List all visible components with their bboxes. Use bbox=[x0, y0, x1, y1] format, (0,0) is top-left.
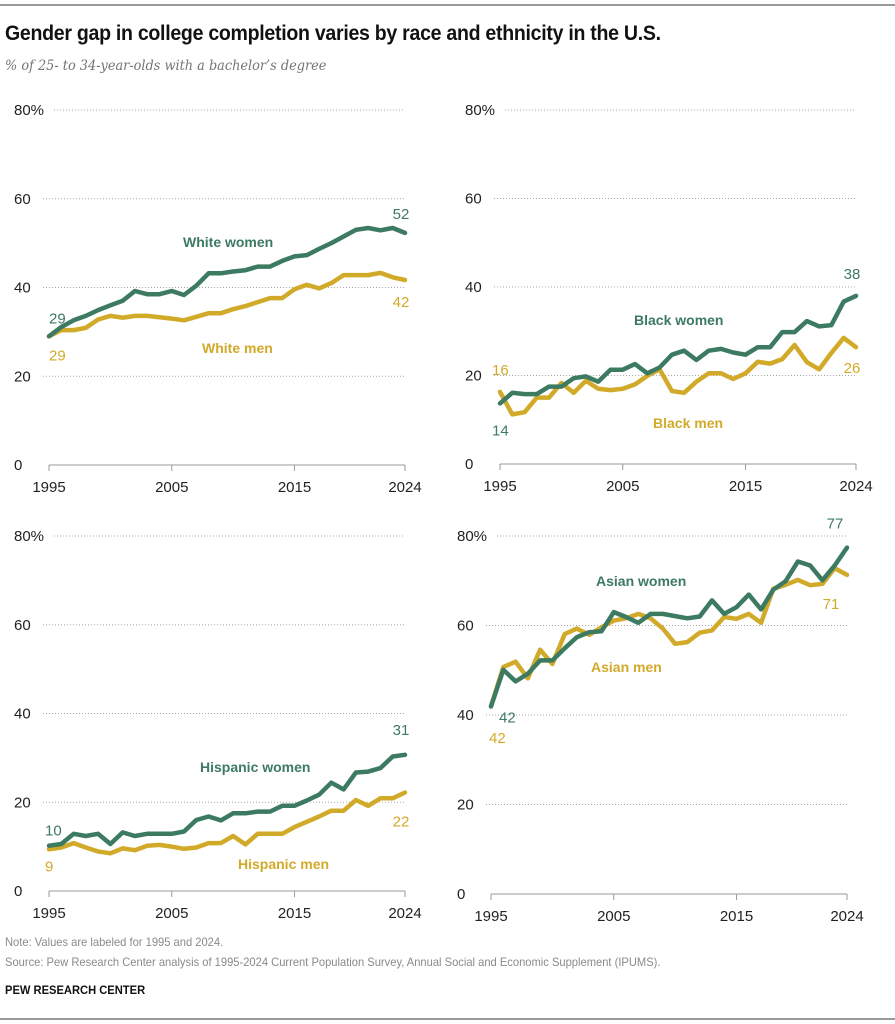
x-tick-label: 1995 bbox=[483, 478, 516, 495]
data-label-end: 52 bbox=[393, 206, 410, 223]
x-tick-label: 2024 bbox=[388, 479, 421, 496]
x-tick-label: 2005 bbox=[155, 479, 188, 496]
x-tick-label: 1995 bbox=[32, 905, 65, 922]
data-label-end: 77 bbox=[827, 516, 844, 533]
x-tick-label: 2005 bbox=[155, 905, 188, 922]
y-tick-label: 20 bbox=[14, 368, 31, 385]
data-label-start: 9 bbox=[45, 858, 53, 875]
x-tick-label: 2015 bbox=[720, 908, 753, 925]
y-tick-label: 80% bbox=[457, 528, 487, 545]
y-tick-label: 0 bbox=[457, 886, 465, 903]
x-tick-label: 2005 bbox=[606, 478, 639, 495]
y-tick-label: 60 bbox=[14, 617, 31, 634]
series-line-hispanic-women bbox=[46, 752, 408, 848]
data-label-start: 29 bbox=[49, 347, 66, 364]
data-label-start: 42 bbox=[489, 730, 506, 747]
chart-title: Gender gap in college completion varies … bbox=[5, 22, 661, 45]
y-tick-label: 80% bbox=[14, 528, 44, 545]
y-tick-label: 60 bbox=[457, 618, 474, 635]
source-note: Source: Pew Research Center analysis of … bbox=[5, 955, 661, 969]
top-rule bbox=[0, 4, 895, 6]
data-label-end: 22 bbox=[393, 813, 410, 830]
series-label-white-men: White men bbox=[202, 340, 273, 356]
data-label-end: 42 bbox=[393, 294, 410, 311]
series-label-black-women: Black women bbox=[634, 312, 723, 328]
y-tick-label: 0 bbox=[465, 456, 473, 473]
x-tick-label: 2024 bbox=[839, 478, 872, 495]
y-tick-label: 20 bbox=[14, 794, 31, 811]
bottom-rule bbox=[0, 1018, 895, 1020]
x-tick-label: 2015 bbox=[278, 479, 311, 496]
data-label-end: 38 bbox=[844, 266, 861, 283]
x-tick-label: 2024 bbox=[388, 905, 421, 922]
data-label-end: 71 bbox=[823, 596, 840, 613]
x-tick-label: 2005 bbox=[597, 908, 630, 925]
x-tick-label: 2015 bbox=[278, 905, 311, 922]
data-label-start: 29 bbox=[49, 310, 66, 327]
data-label-end: 31 bbox=[393, 722, 410, 739]
chart-subtitle: % of 25- to 34-year-olds with a bachelor… bbox=[5, 58, 327, 74]
series-line-white-men bbox=[46, 270, 408, 339]
x-tick-label: 2015 bbox=[729, 478, 762, 495]
y-tick-label: 40 bbox=[457, 707, 474, 724]
y-tick-label: 80% bbox=[465, 102, 495, 119]
data-label-start: 42 bbox=[499, 709, 516, 726]
series-label-black-men: Black men bbox=[653, 415, 723, 431]
data-label-start: 14 bbox=[492, 422, 509, 439]
series-line-black-men bbox=[497, 335, 859, 417]
y-tick-label: 40 bbox=[14, 280, 31, 297]
series-line-white-women bbox=[46, 225, 408, 339]
series-line-asian-women bbox=[488, 545, 850, 709]
series-label-asian-men: Asian men bbox=[591, 659, 662, 675]
series-label-hispanic-men: Hispanic men bbox=[238, 856, 329, 872]
x-tick-label: 1995 bbox=[474, 908, 507, 925]
y-tick-label: 20 bbox=[465, 368, 482, 385]
series-label-asian-women: Asian women bbox=[596, 573, 686, 589]
y-tick-label: 0 bbox=[14, 883, 22, 900]
data-label-start: 10 bbox=[45, 823, 62, 840]
series-line-hispanic-men bbox=[46, 790, 408, 856]
data-label-start: 16 bbox=[492, 362, 509, 379]
y-tick-label: 40 bbox=[465, 279, 482, 296]
y-tick-label: 60 bbox=[465, 191, 482, 208]
footnote: Note: Values are labeled for 1995 and 20… bbox=[5, 935, 224, 949]
series-label-hispanic-women: Hispanic women bbox=[200, 759, 310, 775]
x-tick-label: 1995 bbox=[32, 479, 65, 496]
panel-asian: 0 20 40 60 80% 1995 2005 2015 2024 Asian women 42 7… bbox=[457, 516, 864, 925]
series-label-white-women: White women bbox=[183, 234, 273, 250]
y-tick-label: 0 bbox=[14, 457, 22, 474]
panel-black: 0 20 40 60 80% 1995 2005 2015 2024 Black women 14 3… bbox=[465, 102, 873, 495]
y-tick-label: 20 bbox=[457, 797, 474, 814]
x-tick-label: 2024 bbox=[830, 908, 863, 925]
panel-white: 0 20 40 60 80% 1995 2005 2015 2024 White women 29 5… bbox=[14, 102, 422, 496]
panel-hispanic: 0 20 40 60 80% 1995 2005 2015 2024 Hispanic women… bbox=[14, 528, 422, 922]
y-tick-label: 80% bbox=[14, 102, 44, 119]
series-line-black-women bbox=[497, 293, 859, 406]
data-label-end: 26 bbox=[844, 360, 861, 377]
brand-logo-text: PEW RESEARCH CENTER bbox=[5, 983, 146, 997]
y-tick-label: 60 bbox=[14, 191, 31, 208]
y-tick-label: 40 bbox=[14, 706, 31, 723]
